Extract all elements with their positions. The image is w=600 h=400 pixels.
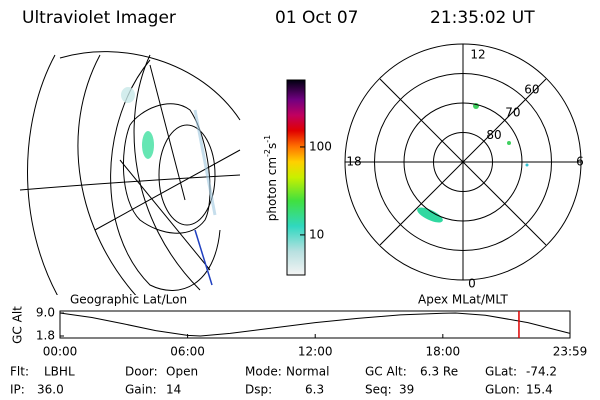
x-tick-label: 12:00 [298, 345, 333, 359]
colorbar [286, 79, 306, 276]
field-value: Open [166, 365, 198, 379]
field-value: -74.2 [526, 365, 557, 379]
x-tick-label: 23:59 [553, 345, 588, 359]
y-tick-label: 9.0 [36, 306, 55, 320]
field-label: Gain: [125, 383, 157, 397]
x-tick-label: 18:00 [426, 345, 461, 359]
field-value: 15.4 [526, 383, 553, 397]
mlt-label: 6 [576, 155, 584, 169]
time: 21:35:02 UT [430, 8, 535, 28]
altitude-axis-label: GC Alt [11, 306, 25, 344]
field-value: 6.3 [305, 383, 324, 397]
latitude-label: 80 [486, 128, 501, 142]
colorbar-label: photon cm-2s-1 [263, 135, 279, 222]
latitude-circle [374, 73, 552, 251]
field-label: GLon: [485, 383, 520, 397]
field-label: Door: [125, 365, 158, 379]
altitude-frame [59, 310, 571, 339]
title: Ultraviolet Imager [22, 8, 176, 28]
field-value: LBHL [44, 365, 75, 379]
latitude-circle [433, 132, 493, 192]
field-value: Normal [286, 365, 329, 379]
field-value: 6.3 Re [420, 365, 458, 379]
field-label: GLat: [485, 365, 517, 379]
mlt-label: 18 [346, 155, 361, 169]
field-value: 36.0 [37, 383, 64, 397]
latitude-label: 60 [524, 83, 539, 97]
field-label: Mode: [245, 365, 282, 379]
right-map-label: Apex MLat/MLT [418, 293, 508, 307]
colorbar-tick-label: 10 [309, 227, 324, 241]
altitude-line [59, 312, 571, 337]
x-tick-label: 00:00 [43, 345, 78, 359]
field-label: IP: [10, 383, 25, 397]
y-tick-label: 1.8 [36, 329, 55, 343]
field-value: 39 [399, 383, 414, 397]
field-label: Dsp: [245, 383, 272, 397]
latitude-label: 70 [505, 105, 520, 119]
field-label: Flt: [10, 365, 29, 379]
mlt-label: 0 [468, 277, 476, 291]
left-map-label: Geographic Lat/Lon [70, 293, 187, 307]
field-value: 14 [166, 383, 181, 397]
colorbar-tick-label: 100 [309, 139, 332, 153]
latitude-circle [403, 102, 523, 222]
x-tick-label: 06:00 [170, 345, 205, 359]
field-label: GC Alt: [365, 365, 407, 379]
mlt-label: 12 [470, 48, 485, 62]
field-label: Seq: [365, 383, 392, 397]
polar-map [344, 43, 582, 281]
geographic-map [19, 51, 241, 295]
date: 01 Oct 07 [275, 8, 358, 28]
